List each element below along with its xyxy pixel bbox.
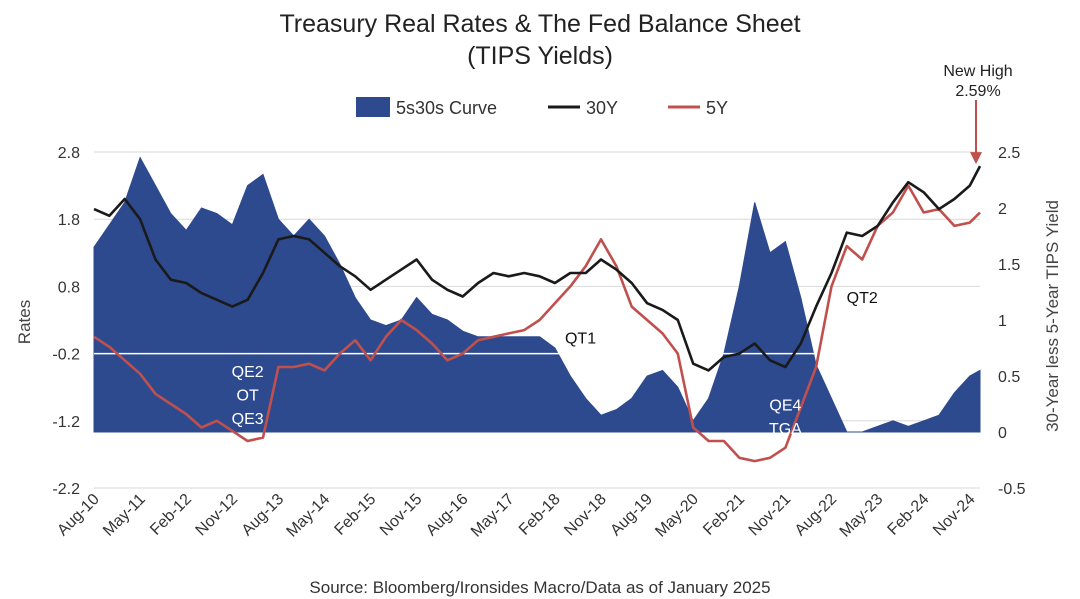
- x-tick-label-17: May-23: [837, 491, 887, 541]
- y-tick-label-3: -0.2: [52, 347, 80, 364]
- annotation-ot: OT: [237, 388, 259, 405]
- x-tick-label-5: May-14: [284, 491, 334, 541]
- y2-tick-label-3: 1: [998, 313, 1007, 330]
- y-tick-label-4: -1.2: [52, 414, 80, 431]
- legend-label-30y: 30Y: [586, 98, 618, 118]
- y2-tick-label-4: 0.5: [998, 369, 1020, 386]
- x-tick-label-19: Nov-24: [930, 491, 979, 540]
- y2-tick-label-0: 2.5: [998, 145, 1020, 162]
- legend-label-curve: 5s30s Curve: [396, 98, 497, 118]
- x-tick-label-1: May-11: [100, 491, 149, 540]
- x-tick-label-12: Aug-19: [607, 491, 656, 540]
- y-tick-label-2: 0.8: [58, 279, 80, 296]
- annotation-qe3: QE3: [232, 411, 264, 428]
- x-tick-label-4: Aug-13: [239, 491, 288, 540]
- callout-arrow-head: [970, 152, 982, 165]
- x-tick-label-16: Aug-22: [792, 491, 841, 540]
- series-line-30y: [93, 165, 982, 372]
- x-tick-label-14: Feb-21: [700, 491, 748, 539]
- y-tick-label-0: 2.8: [58, 145, 80, 162]
- x-tick-label-10: Feb-18: [516, 491, 564, 539]
- annot-layer: QE2 OT QE3 QT1 QE4 TGA QT2: [232, 100, 982, 438]
- y-tick-label-5: -2.2: [52, 481, 80, 498]
- y-tick-label-1: 1.8: [58, 212, 80, 229]
- callout-line1: New High: [943, 63, 1012, 80]
- y2-tick-label-5: 0: [998, 425, 1007, 442]
- x-tick-label-15: Nov-21: [746, 491, 795, 540]
- y2-tick-label-6: -0.5: [998, 481, 1026, 498]
- x-tick-label-9: May-17: [468, 491, 518, 541]
- x-tick-label-3: Nov-12: [193, 491, 242, 540]
- chart-title: Treasury Real Rates & The Fed Balance Sh…: [279, 10, 800, 38]
- legend: 5s30s Curve 30Y 5Y: [356, 97, 728, 118]
- x-tick-label-13: May-20: [652, 491, 702, 541]
- source-note: Source: Bloomberg/Ironsides Macro/Data a…: [309, 578, 770, 597]
- x-tick-label-7: Nov-15: [377, 491, 426, 540]
- x-tick-label-6: Feb-15: [332, 491, 380, 539]
- chart-subtitle: (TIPS Yields): [467, 42, 613, 70]
- series-line-5y: [93, 184, 981, 463]
- y2-tick-label-2: 1.5: [998, 257, 1020, 274]
- x-tick-label-0: Aug-10: [54, 491, 103, 540]
- area-layer: [93, 156, 981, 433]
- x-tick-label-8: Aug-16: [423, 491, 472, 540]
- y-axis-label: Rates: [15, 300, 34, 344]
- annotation-qe4: QE4: [769, 398, 801, 415]
- y2-tick-label-1: 2: [998, 201, 1007, 218]
- annotation-qt2: QT2: [847, 290, 878, 307]
- legend-label-5y: 5Y: [706, 98, 728, 118]
- x-tick-label-11: Nov-18: [561, 491, 610, 540]
- annotation-qt1: QT1: [565, 331, 596, 348]
- series-area-5s30s-curve: [93, 156, 981, 433]
- line-layer: [93, 165, 982, 463]
- legend-swatch-curve: [356, 97, 390, 117]
- annotation-tga: TGA: [769, 421, 802, 438]
- annotation-qe2: QE2: [232, 364, 264, 381]
- y2-axis-label: 30-Year less 5-Year TIPS Yield: [1043, 200, 1062, 432]
- x-tick-label-18: Feb-24: [885, 491, 933, 539]
- callout-line2: 2.59%: [955, 83, 1000, 100]
- x-tick-label-2: Feb-12: [147, 491, 195, 539]
